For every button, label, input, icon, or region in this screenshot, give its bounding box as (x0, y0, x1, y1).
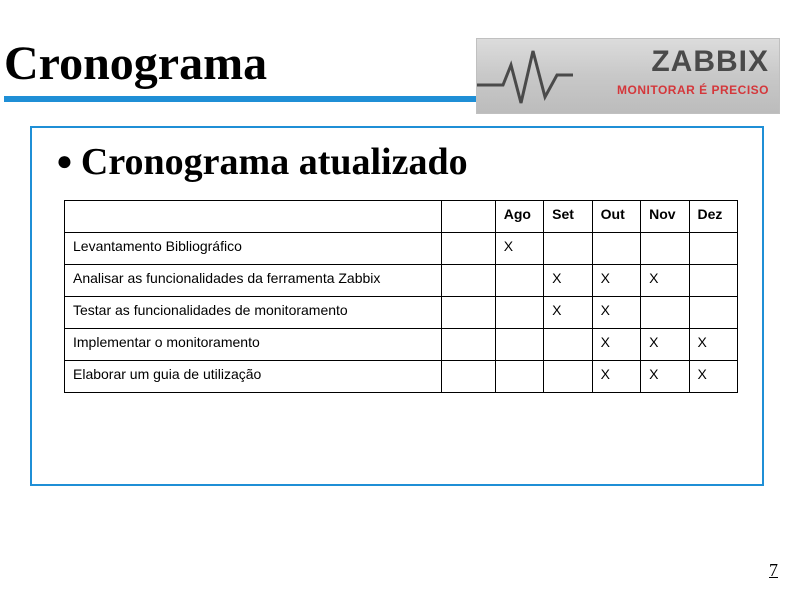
cell-blank (441, 329, 495, 361)
cell-month: X (689, 361, 737, 393)
cronograma-table: Ago Set Out Nov Dez Levantamento Bibliog… (64, 200, 738, 393)
cell-month (689, 297, 737, 329)
cell-month (689, 233, 737, 265)
cell-month (544, 361, 592, 393)
table-body: Levantamento Bibliográfico X Analisar as f… (65, 233, 738, 393)
cell-blank (441, 297, 495, 329)
zabbix-logo: ZABBIX MONITORAR É PRECISO (476, 38, 780, 114)
cell-month (495, 361, 543, 393)
table-row: Analisar as funcionalidades da ferrament… (65, 265, 738, 297)
cell-month: X (641, 265, 689, 297)
col-header-set: Set (544, 201, 592, 233)
cell-activity: Elaborar um guia de utilização (65, 361, 442, 393)
content-box: ● Cronograma atualizado Ago Set Out Nov … (30, 126, 764, 486)
col-header-ago: Ago (495, 201, 543, 233)
col-header-blank (441, 201, 495, 233)
table-row: Testar as funcionalidades de monitoramen… (65, 297, 738, 329)
cell-activity: Levantamento Bibliográfico (65, 233, 442, 265)
content-subtitle: Cronograma atualizado (81, 140, 468, 184)
col-header-activity (65, 201, 442, 233)
cell-month: X (592, 361, 640, 393)
cell-month (495, 297, 543, 329)
cell-activity: Analisar as funcionalidades da ferrament… (65, 265, 442, 297)
cell-activity: Testar as funcionalidades de monitoramen… (65, 297, 442, 329)
logo-brand-text: ZABBIX (651, 45, 769, 79)
cell-month: X (689, 329, 737, 361)
table-row: Elaborar um guia de utilizaçãoXXX (65, 361, 738, 393)
cell-month (641, 297, 689, 329)
cell-month: X (495, 233, 543, 265)
cell-blank (441, 265, 495, 297)
table-row: Implementar o monitoramentoXXX (65, 329, 738, 361)
cell-month: X (544, 265, 592, 297)
cell-activity: Implementar o monitoramento (65, 329, 442, 361)
cell-month (544, 233, 592, 265)
title-underline (4, 96, 484, 102)
cell-month (544, 329, 592, 361)
cell-month (689, 265, 737, 297)
bullet-icon: ● (56, 147, 73, 175)
slide-page: Cronograma ZABBIX MONITORAR É PRECISO ● … (0, 0, 794, 595)
cell-month (641, 233, 689, 265)
logo-tagline-text: MONITORAR É PRECISO (617, 83, 769, 97)
ekg-icon (476, 45, 633, 109)
header-row: Cronograma ZABBIX MONITORAR É PRECISO (0, 28, 794, 112)
cell-month (495, 329, 543, 361)
cell-month: X (592, 297, 640, 329)
cell-month (495, 265, 543, 297)
table-header: Ago Set Out Nov Dez (65, 201, 738, 233)
cell-month: X (592, 265, 640, 297)
col-header-out: Out (592, 201, 640, 233)
cell-month: X (544, 297, 592, 329)
subtitle-row: ● Cronograma atualizado (46, 138, 748, 200)
col-header-dez: Dez (689, 201, 737, 233)
table-row: Levantamento Bibliográfico X (65, 233, 738, 265)
cell-month: X (641, 329, 689, 361)
col-header-nov: Nov (641, 201, 689, 233)
cell-month (592, 233, 640, 265)
page-number: 7 (769, 560, 778, 581)
cell-blank (441, 233, 495, 265)
cell-month: X (641, 361, 689, 393)
cell-month: X (592, 329, 640, 361)
page-title: Cronograma (4, 36, 267, 91)
cell-blank (441, 361, 495, 393)
